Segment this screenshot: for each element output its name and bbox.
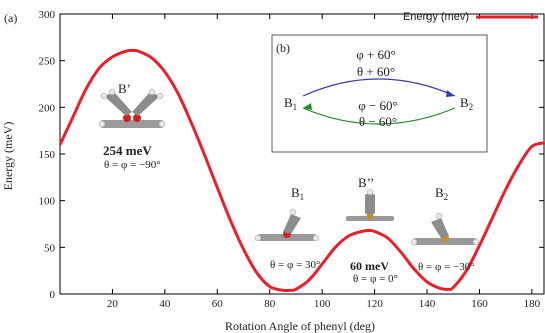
annotation-b2: B2 (435, 185, 448, 202)
y-tick-label: 250 (39, 56, 56, 68)
inset-lower-label-2: θ − 60° (359, 114, 397, 129)
y-tick-label: 300 (39, 9, 56, 21)
annotation-b1-angle: θ = φ = 30° (270, 259, 320, 271)
annotation-b-prime: B’ (118, 81, 131, 96)
x-tick-label: 80 (264, 298, 276, 310)
x-tick-label: 60 (212, 298, 224, 310)
annotation-b2-angle: θ = φ = −30° (418, 261, 475, 273)
legend: Energy (mev) (403, 11, 538, 23)
inset-state-right: B2 (460, 95, 473, 112)
y-tick-label: 100 (39, 196, 56, 208)
series (58, 48, 545, 293)
x-tick-label: 160 (471, 298, 488, 310)
annotation-b-double-prime-angle: θ = φ = 0° (353, 273, 398, 285)
inset-upper-label-1: φ + 60° (356, 47, 396, 62)
y-axis-title: Energy (meV) (1, 122, 15, 191)
y-tick-label: 0 (50, 289, 56, 301)
inset-state-left: B1 (284, 95, 297, 112)
molecule-b-double-prime-icon (346, 188, 394, 221)
molecule-b-prime-icon (98, 88, 166, 128)
inset-upper-arrow (302, 78, 456, 97)
x-axis-title: Rotation Angle of phenyl (deg) (225, 319, 375, 333)
x-tick-label: 40 (159, 298, 171, 310)
x-tick-label: 180 (524, 298, 541, 310)
y-tick-label: 50 (44, 242, 56, 254)
annotation-b-prime-angle: θ = φ = −90° (104, 159, 161, 171)
inset-lower-arrow (302, 107, 456, 125)
y-tick-label: 150 (39, 149, 56, 161)
x-tick-label: 100 (314, 298, 331, 310)
annotation-b-prime-energy: 254 meV (103, 143, 152, 158)
molecule-b1-icon (254, 208, 320, 242)
x-tick-label: 20 (107, 298, 119, 310)
inset-lower-arrowhead (303, 103, 312, 110)
x-tick-label: 140 (419, 298, 436, 310)
series-line-energy (58, 48, 545, 293)
annotation-b-double-prime: B’’ (358, 175, 374, 190)
y-tick-label: 200 (39, 102, 56, 114)
inset-upper-arrowhead (446, 90, 455, 97)
inset-label: (b) (276, 41, 290, 55)
legend-label: Energy (mev) (403, 11, 469, 23)
annotation-b-double-prime-energy: 60 meV (350, 259, 389, 273)
inset-upper-label-2: θ + 60° (357, 64, 395, 79)
inset-diagram: (b) φ + 60° θ + 60° φ − 60° θ − 60° B1 B… (271, 34, 488, 153)
x-tick-label: 120 (366, 298, 383, 310)
inset-lower-label-1: φ − 60° (358, 98, 398, 113)
ticks: 0 50 100 150 200 250 300 20 40 60 80 100 120 140 160 18… (39, 9, 544, 310)
molecule-b2-icon (410, 212, 480, 246)
annotation-b1: B1 (291, 185, 304, 202)
panel-label: (a) (4, 11, 17, 25)
